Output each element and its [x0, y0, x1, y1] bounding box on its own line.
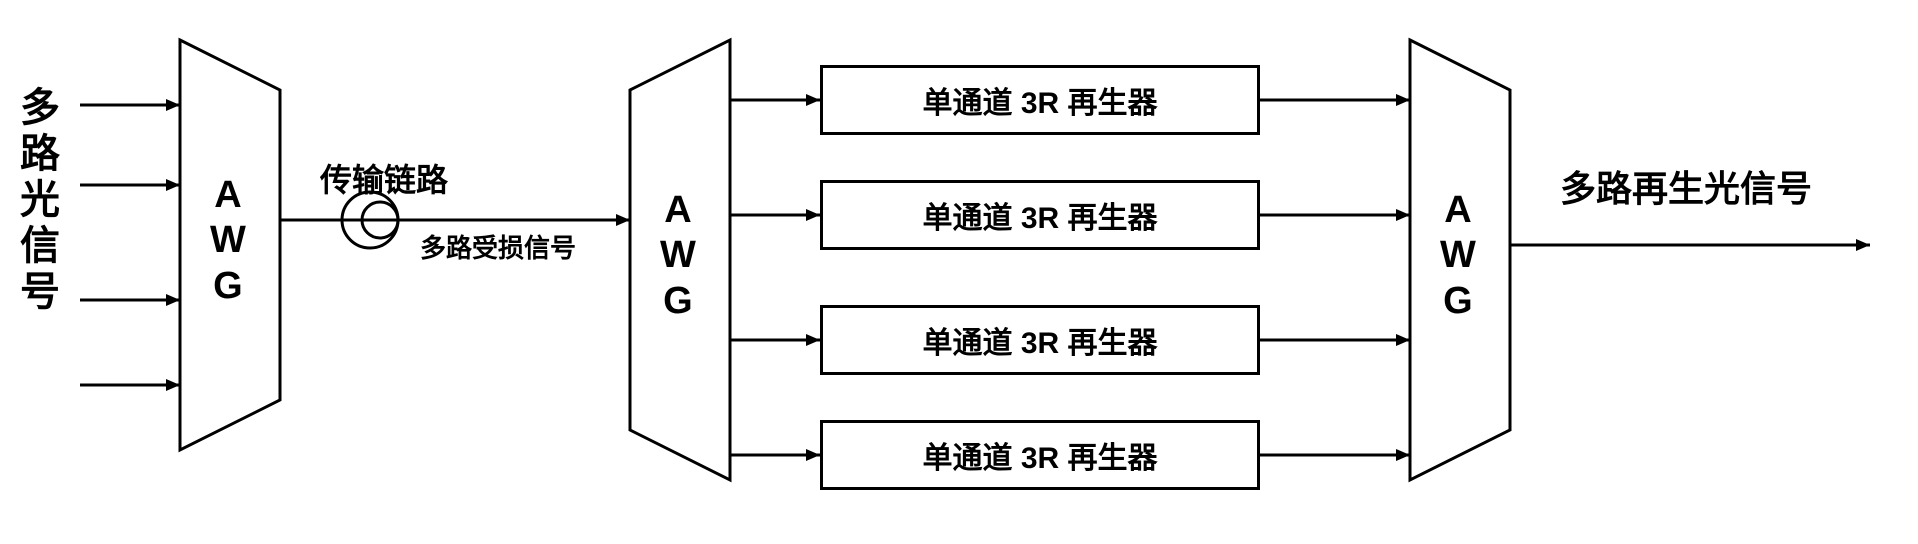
awg-block-label: AWG: [1440, 188, 1476, 325]
awg-block-label: AWG: [660, 188, 696, 325]
regenerator-box: 单通道 3R 再生器: [820, 65, 1260, 135]
input-signal-label: 多路光信号: [20, 85, 60, 315]
transmission-link-label: 传输链路: [320, 155, 448, 201]
awg-block-label: AWG: [210, 173, 246, 310]
regenerator-box: 单通道 3R 再生器: [820, 305, 1260, 375]
regenerator-box: 单通道 3R 再生器: [820, 180, 1260, 250]
output-signal-label: 多路再生光信号: [1560, 160, 1812, 212]
damaged-signal-label: 多路受损信号: [420, 228, 576, 265]
regenerator-box: 单通道 3R 再生器: [820, 420, 1260, 490]
